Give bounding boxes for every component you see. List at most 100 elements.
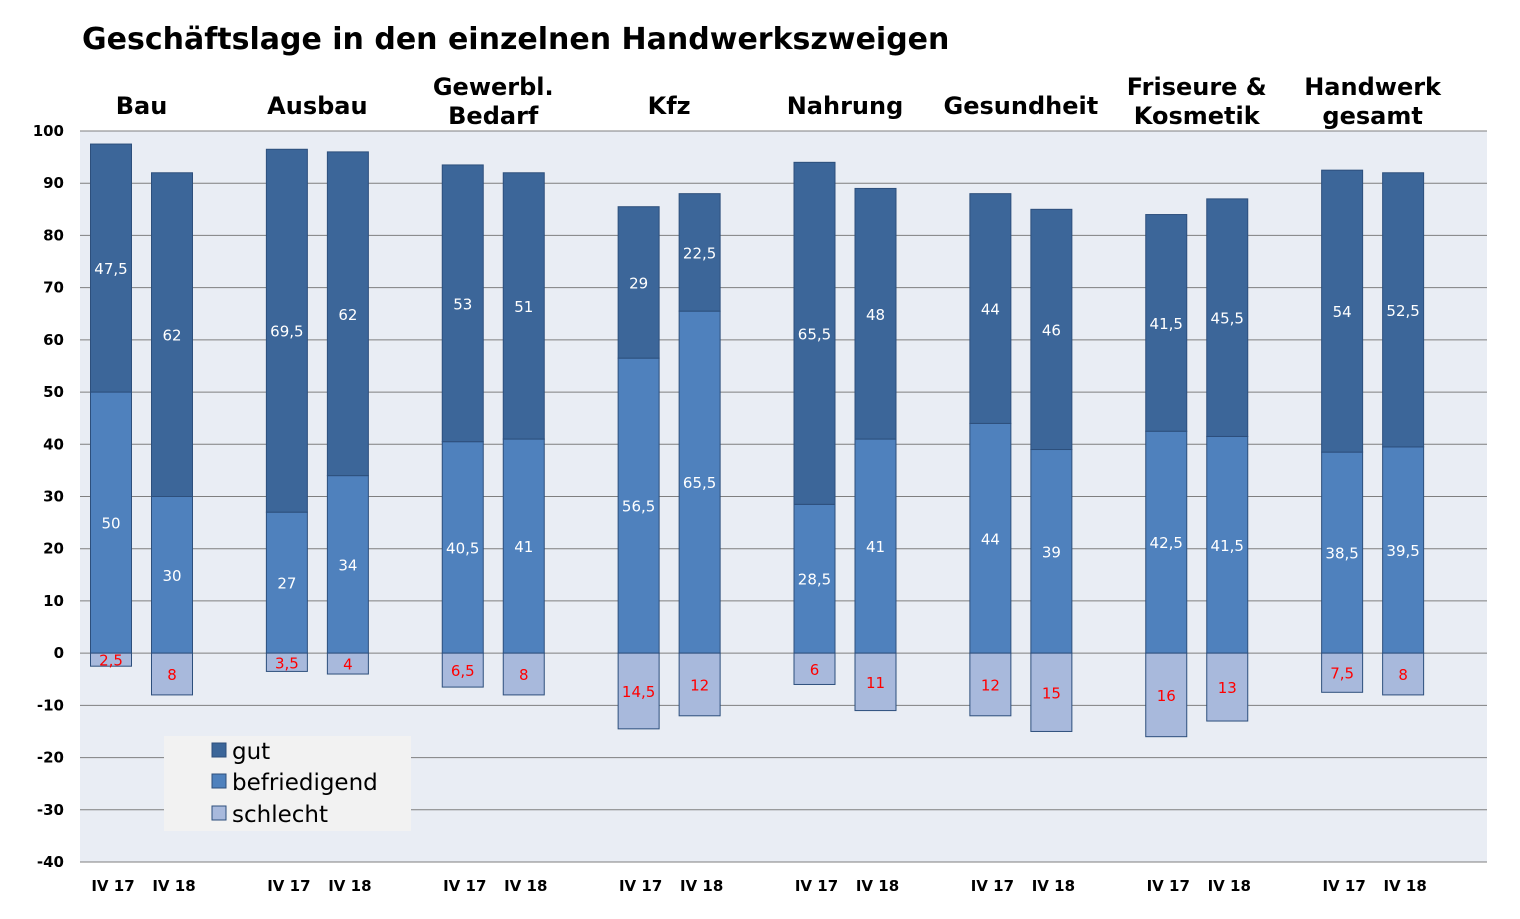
- data-label-gut: 44: [981, 301, 1000, 319]
- bar-schlecht: [969, 652, 1012, 717]
- x-tick-label: IV 18: [1032, 877, 1075, 895]
- bar-befriedigend: [502, 438, 545, 654]
- data-label-gut: 51: [514, 298, 533, 316]
- bar-befriedigend: [969, 422, 1012, 654]
- data-label-gut: 62: [162, 327, 181, 345]
- legend-swatch-gut: [211, 742, 227, 758]
- data-label-schlecht: 6: [810, 661, 820, 679]
- gridlines: [80, 130, 1487, 863]
- x-tick-label: IV 18: [504, 877, 547, 895]
- y-tick-label: -10: [37, 696, 64, 714]
- data-label-befriedigend: 42,5: [1150, 534, 1183, 552]
- y-tick-label: 30: [43, 488, 64, 506]
- data-label-gut: 48: [866, 306, 885, 324]
- bar-gut: [1206, 198, 1249, 437]
- bar-gut: [502, 172, 545, 440]
- data-label-schlecht: 13: [1218, 679, 1237, 697]
- data-label-schlecht: 8: [167, 666, 177, 684]
- data-label-gut: 45,5: [1211, 310, 1244, 328]
- x-tick-label: IV 17: [795, 877, 838, 895]
- y-tick-label: 10: [43, 592, 64, 610]
- data-label-gut: 54: [1333, 303, 1352, 321]
- x-tick-label: IV 18: [856, 877, 899, 895]
- x-tick-label: IV 18: [1208, 877, 1251, 895]
- x-axis: IV 17 IV 18 IV 17 IV 18 IV 17 IV 18 IV 17 IV 18…: [91, 877, 1426, 895]
- bar-schlecht: [678, 652, 721, 717]
- bar-schlecht: [265, 652, 308, 672]
- data-label-schlecht: 15: [1042, 684, 1061, 702]
- data-label-befriedigend: 27: [277, 575, 296, 593]
- legend-label-schlecht: schlecht: [232, 802, 328, 828]
- bar-schlecht: [441, 652, 484, 688]
- group-label-line: Handwerk: [1304, 73, 1442, 101]
- data-label-schlecht: 7,5: [1330, 665, 1354, 683]
- x-tick-label: IV 17: [267, 877, 310, 895]
- bar-gut: [1145, 214, 1188, 432]
- bar-schlecht: [502, 652, 545, 696]
- legend-label-befriedigend: befriedigend: [232, 770, 378, 796]
- bar-gut: [678, 193, 721, 312]
- y-tick-label: -20: [37, 749, 64, 767]
- legend-label-gut: gut: [232, 739, 270, 765]
- bar-gut: [1321, 169, 1364, 453]
- bar-befriedigend: [265, 511, 308, 654]
- data-label-gut: 52,5: [1386, 302, 1419, 320]
- data-label-gut: 41,5: [1150, 315, 1183, 333]
- bar-schlecht: [854, 652, 897, 712]
- data-label-befriedigend: 39: [1042, 543, 1061, 561]
- data-label-gut: 47,5: [94, 260, 127, 278]
- x-tick-label: IV 17: [1322, 877, 1365, 895]
- x-tick-label: IV 17: [619, 877, 662, 895]
- bar-schlecht: [1206, 652, 1249, 722]
- data-label-befriedigend: 44: [981, 530, 1000, 548]
- bar-gut: [793, 161, 836, 505]
- bar-befriedigend: [326, 475, 369, 654]
- data-label-befriedigend: 56,5: [622, 498, 655, 516]
- legend: gut befriedigend schlecht: [164, 736, 411, 831]
- bar-befriedigend: [617, 357, 660, 654]
- group-labels: Bau Ausbau Gewerbl.Bedarf Kfz Nahrung Gesundh…: [116, 73, 1442, 130]
- group-label: Bau: [116, 92, 168, 120]
- data-label-gut: 29: [629, 274, 648, 292]
- data-label-schlecht: 2,5: [99, 652, 123, 670]
- data-label-schlecht: 4: [343, 656, 353, 674]
- bar-gut: [265, 148, 308, 513]
- data-label-befriedigend: 41: [514, 538, 533, 556]
- bar-schlecht: [1030, 652, 1073, 732]
- y-tick-label: 0: [54, 644, 64, 662]
- y-tick-label: 50: [43, 383, 64, 401]
- bar-befriedigend: [1030, 449, 1073, 654]
- group-label-line: Kosmetik: [1134, 102, 1261, 130]
- bar-gut: [969, 193, 1012, 424]
- legend-swatch-schlecht: [211, 805, 227, 821]
- chart-title: Geschäftslage in den einzelnen Handwerks…: [82, 22, 949, 57]
- bar-gut: [1030, 208, 1073, 451]
- x-tick-label: IV 17: [971, 877, 1014, 895]
- bars: 50 47,5 2,5 30 62 8 27 69,5 3,5 34 62 4 40,5 53 6,5 41 5…: [90, 143, 1425, 738]
- data-label-befriedigend: 39,5: [1386, 542, 1419, 560]
- data-label-gut: 62: [338, 306, 357, 324]
- y-tick-label: -40: [37, 853, 64, 871]
- bar-schlecht: [1382, 652, 1425, 696]
- data-label-gut: 46: [1042, 321, 1061, 339]
- bar-befriedigend: [1321, 451, 1364, 654]
- legend-background: [164, 736, 411, 831]
- x-tick-label: IV 17: [91, 877, 134, 895]
- data-label-befriedigend: 40,5: [446, 539, 479, 557]
- y-tick-label: 40: [43, 435, 64, 453]
- data-label-schlecht: 14,5: [622, 683, 655, 701]
- bar-befriedigend: [678, 310, 721, 654]
- data-label-schlecht: 16: [1157, 687, 1176, 705]
- x-tick-label: IV 18: [152, 877, 195, 895]
- data-label-befriedigend: 38,5: [1325, 545, 1358, 563]
- x-tick-label: IV 18: [328, 877, 371, 895]
- bar-schlecht: [1321, 652, 1364, 693]
- data-label-schlecht: 12: [981, 676, 1000, 694]
- data-label-schlecht: 6,5: [451, 662, 475, 680]
- group-label: Kfz: [648, 92, 691, 120]
- data-label-befriedigend: 34: [338, 556, 357, 574]
- data-label-befriedigend: 30: [162, 567, 181, 585]
- bar-schlecht: [1145, 652, 1188, 738]
